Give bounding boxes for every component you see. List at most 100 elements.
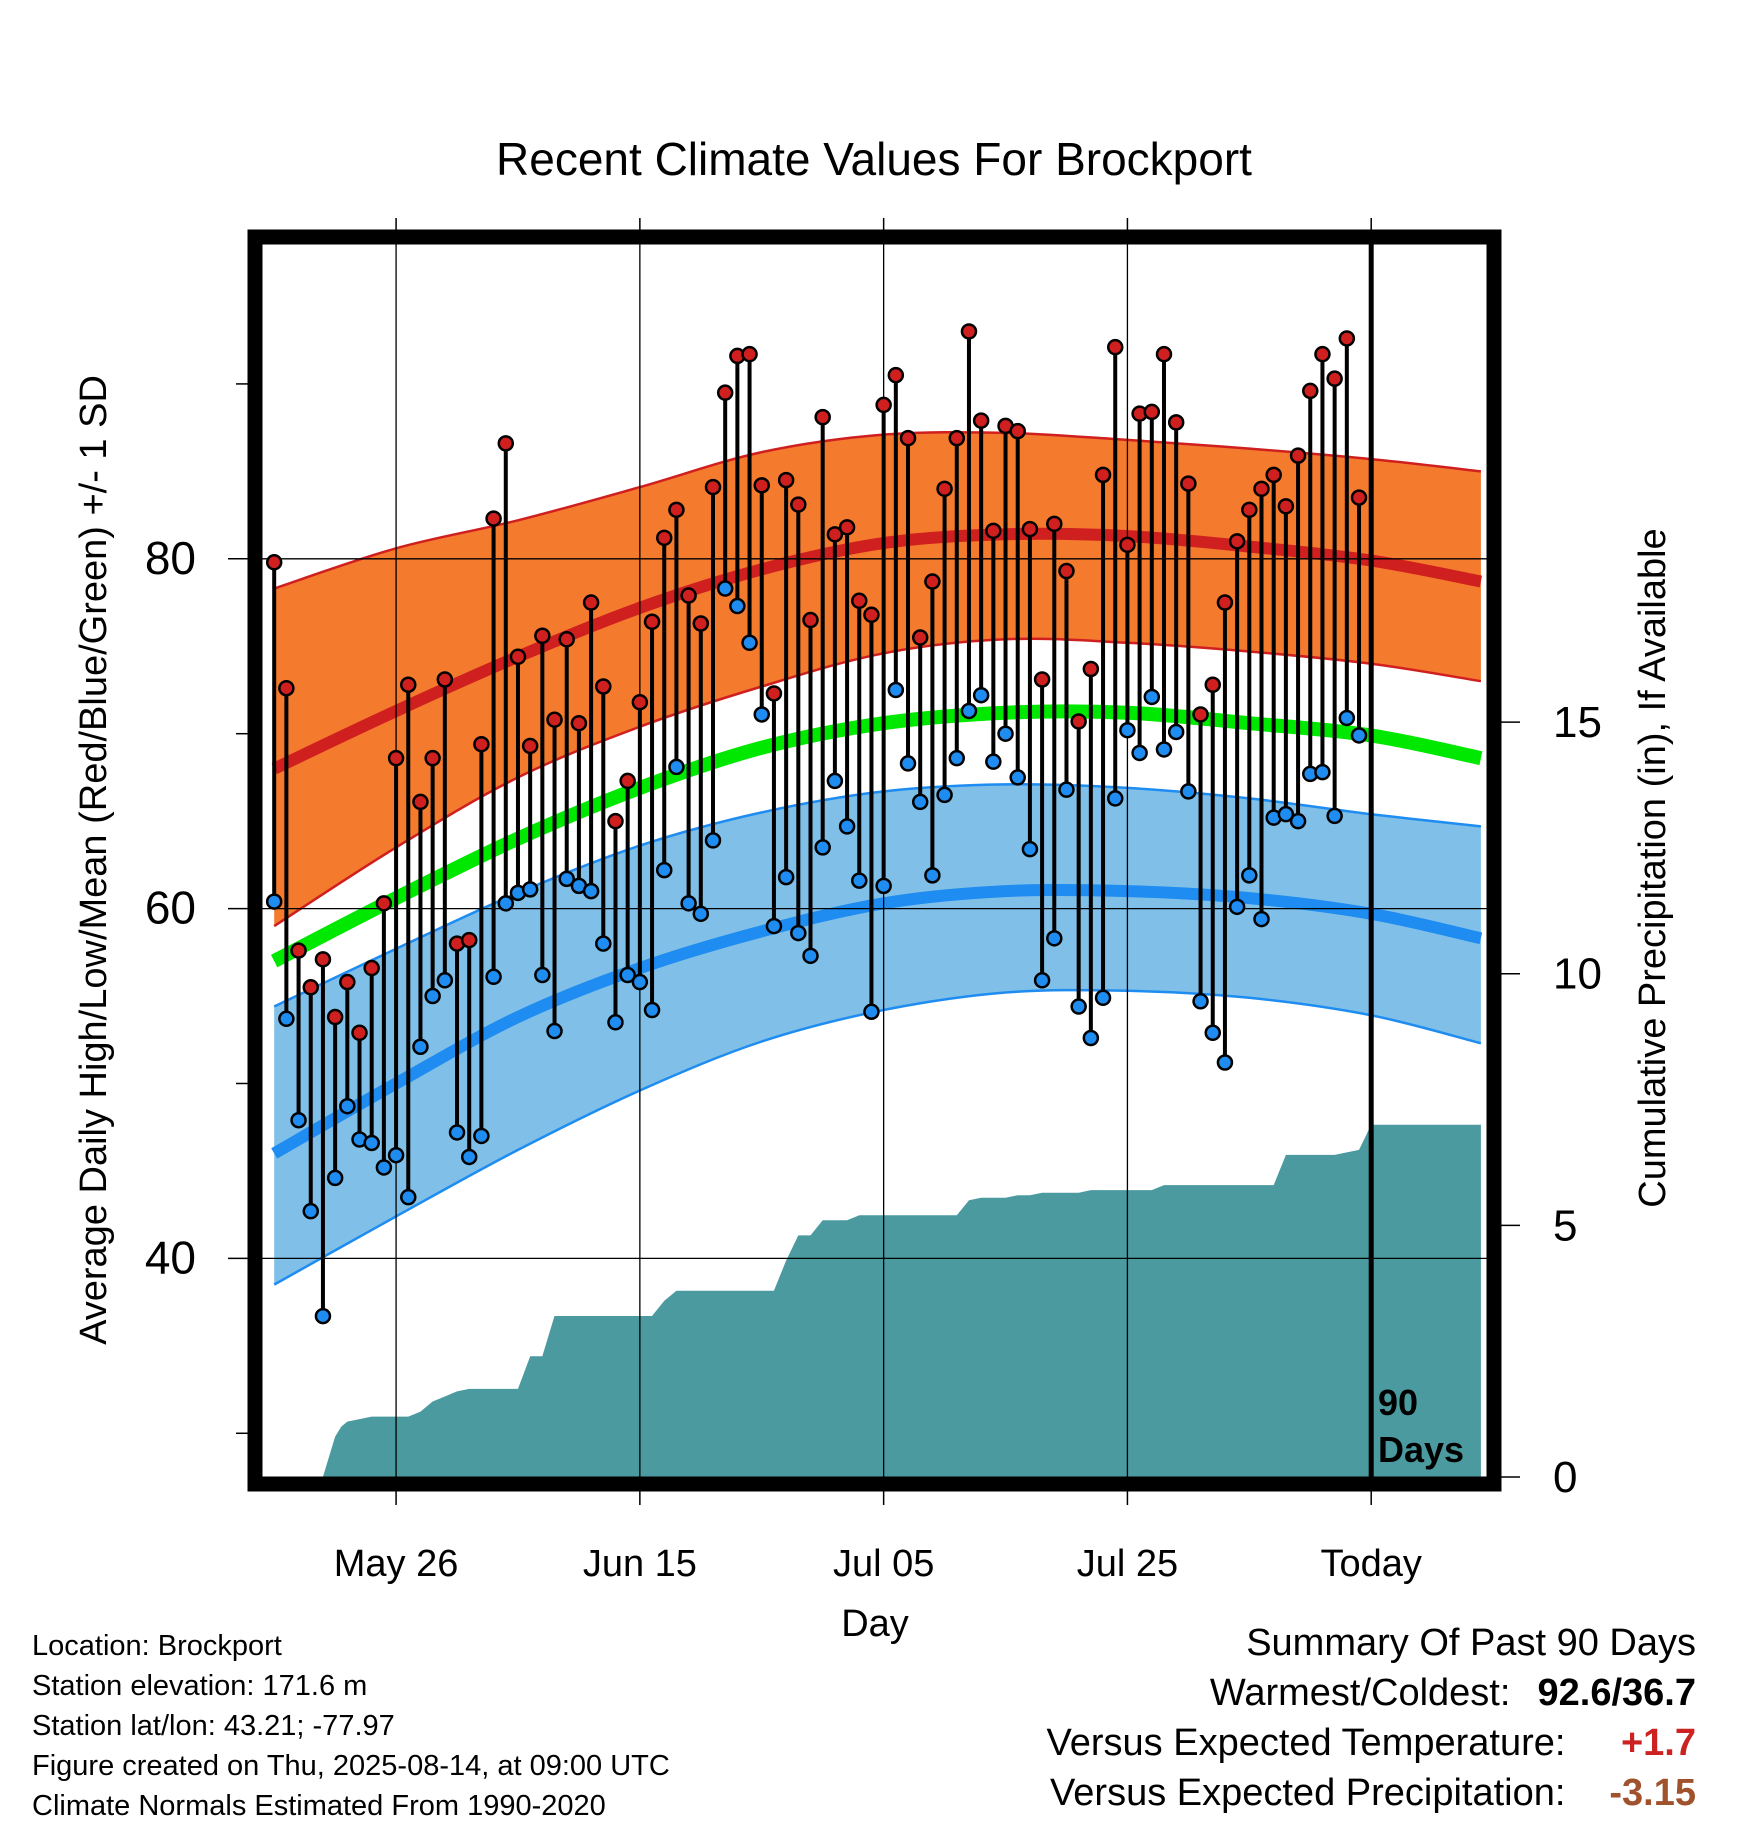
daily-low-point bbox=[814, 839, 831, 856]
daily-high-point bbox=[936, 480, 953, 498]
daily-high-point bbox=[692, 615, 710, 632]
daily-low-point bbox=[302, 1202, 320, 1220]
daily-low-point bbox=[997, 725, 1014, 742]
daily-low-point bbox=[1155, 741, 1173, 758]
daily-low-point bbox=[1070, 998, 1087, 1015]
daily-low-point bbox=[1338, 709, 1356, 727]
daily-high-point bbox=[1070, 713, 1087, 730]
daily-high-point bbox=[570, 714, 588, 732]
daily-low-point bbox=[314, 1307, 332, 1325]
normals-bands bbox=[270, 430, 1483, 1286]
daily-low-point bbox=[863, 1003, 880, 1021]
daily-high-point bbox=[1094, 466, 1112, 484]
daily-high-point bbox=[765, 685, 783, 702]
daily-low-point bbox=[924, 867, 941, 884]
daily-high-point bbox=[436, 671, 454, 688]
x-tick-label: Jul 05 bbox=[833, 1543, 934, 1585]
daily-low-point bbox=[278, 1010, 295, 1028]
daily-low-point bbox=[363, 1134, 380, 1152]
daily-high-point bbox=[777, 471, 795, 489]
summary-warm-cold-value: 92.6/36.7 bbox=[1537, 1672, 1696, 1714]
daily-high-point bbox=[265, 554, 283, 571]
daily-low-point bbox=[497, 895, 515, 912]
daily-high-point bbox=[1265, 466, 1282, 484]
today-label-days-count: 90 bbox=[1378, 1382, 1418, 1423]
daily-low-point bbox=[680, 895, 697, 912]
daily-low-point bbox=[1326, 807, 1343, 825]
daily-high-point bbox=[1058, 562, 1075, 580]
daily-high-point bbox=[290, 942, 307, 959]
daily-high-point bbox=[655, 529, 673, 547]
meta-latlon: Station lat/lon: 43.21; -77.97 bbox=[32, 1710, 395, 1742]
daily-high-point bbox=[339, 973, 356, 991]
daily-high-point bbox=[1082, 660, 1100, 678]
daily-low-point bbox=[716, 580, 734, 597]
meta-location: Location: Brockport bbox=[32, 1630, 282, 1662]
daily-low-point bbox=[1058, 781, 1075, 798]
daily-high-point bbox=[400, 676, 417, 693]
meta-created: Figure created on Thu, 2025-08-14, at 09… bbox=[32, 1750, 670, 1782]
daily-low-point bbox=[265, 893, 283, 910]
daily-low-point bbox=[1350, 727, 1368, 744]
daily-high-point bbox=[948, 429, 966, 447]
daily-low-point bbox=[1180, 783, 1197, 800]
y-axis-label-left: Average Daily High/Low/Mean (Red/Blue/Gr… bbox=[73, 375, 115, 1345]
x-axis-label: Day bbox=[841, 1603, 909, 1645]
daily-low-point bbox=[1094, 989, 1112, 1007]
daily-high-point bbox=[1106, 338, 1124, 356]
daily-high-point bbox=[643, 613, 661, 631]
daily-high-point bbox=[460, 931, 478, 949]
daily-high-point bbox=[680, 587, 697, 604]
daily-high-point bbox=[753, 477, 771, 494]
daily-high-point bbox=[485, 510, 502, 527]
daily-low-point bbox=[339, 1097, 356, 1115]
summary-precip-label: Versus Expected Precipitation: bbox=[1050, 1772, 1566, 1814]
daily-high-point bbox=[1155, 345, 1173, 363]
daily-low-point bbox=[729, 597, 746, 615]
daily-high-point bbox=[1204, 676, 1221, 693]
daily-high-point bbox=[741, 345, 758, 363]
daily-high-point bbox=[814, 408, 831, 426]
daily-low-point bbox=[1228, 898, 1246, 916]
daily-low-point bbox=[643, 1001, 661, 1019]
daily-high-point bbox=[363, 959, 380, 977]
summary-precipitation: Versus Expected Precipitation: -3.15 bbox=[1050, 1772, 1696, 1815]
daily-low-point bbox=[1033, 972, 1051, 989]
daily-low-point bbox=[607, 1014, 624, 1031]
daily-high-point bbox=[972, 412, 990, 429]
daily-high-point bbox=[424, 749, 441, 767]
daily-high-point bbox=[899, 429, 917, 447]
y-axis-label-right: Cumulative Precipitation (in), If Availa… bbox=[1632, 528, 1674, 1207]
low-sd-band bbox=[274, 784, 1481, 1285]
daily-low-point bbox=[887, 681, 905, 699]
daily-high-point bbox=[826, 526, 844, 543]
daily-high-point bbox=[1033, 671, 1051, 688]
daily-low-point bbox=[558, 870, 575, 888]
daily-high-point bbox=[924, 573, 941, 590]
precip-tick-label: 0 bbox=[1553, 1453, 1577, 1502]
daily-high-point bbox=[960, 323, 978, 340]
meta-normals: Climate Normals Estimated From 1990-2020 bbox=[32, 1790, 606, 1822]
daily-high-point bbox=[1277, 498, 1295, 515]
daily-high-point bbox=[985, 522, 1002, 540]
daily-low-point bbox=[972, 686, 990, 704]
daily-low-point bbox=[1192, 993, 1209, 1010]
daily-low-point bbox=[875, 877, 892, 895]
daily-low-point bbox=[436, 972, 454, 989]
daily-high-point bbox=[1253, 480, 1270, 498]
daily-low-point bbox=[1021, 840, 1039, 858]
daily-low-point bbox=[1046, 930, 1063, 947]
y-tick-label: 40 bbox=[145, 1231, 196, 1283]
daily-low-point bbox=[655, 861, 673, 879]
daily-low-point bbox=[985, 753, 1002, 770]
daily-low-point bbox=[668, 758, 685, 776]
daily-high-point bbox=[595, 678, 612, 695]
x-tick-label: May 26 bbox=[334, 1543, 459, 1585]
daily-low-point bbox=[619, 966, 636, 984]
summary-precip-value: -3.15 bbox=[1609, 1772, 1696, 1814]
precipitation-area bbox=[322, 1124, 1481, 1477]
daily-high-point bbox=[1216, 594, 1234, 611]
daily-high-point bbox=[631, 693, 649, 711]
daily-low-point bbox=[1082, 1029, 1100, 1047]
